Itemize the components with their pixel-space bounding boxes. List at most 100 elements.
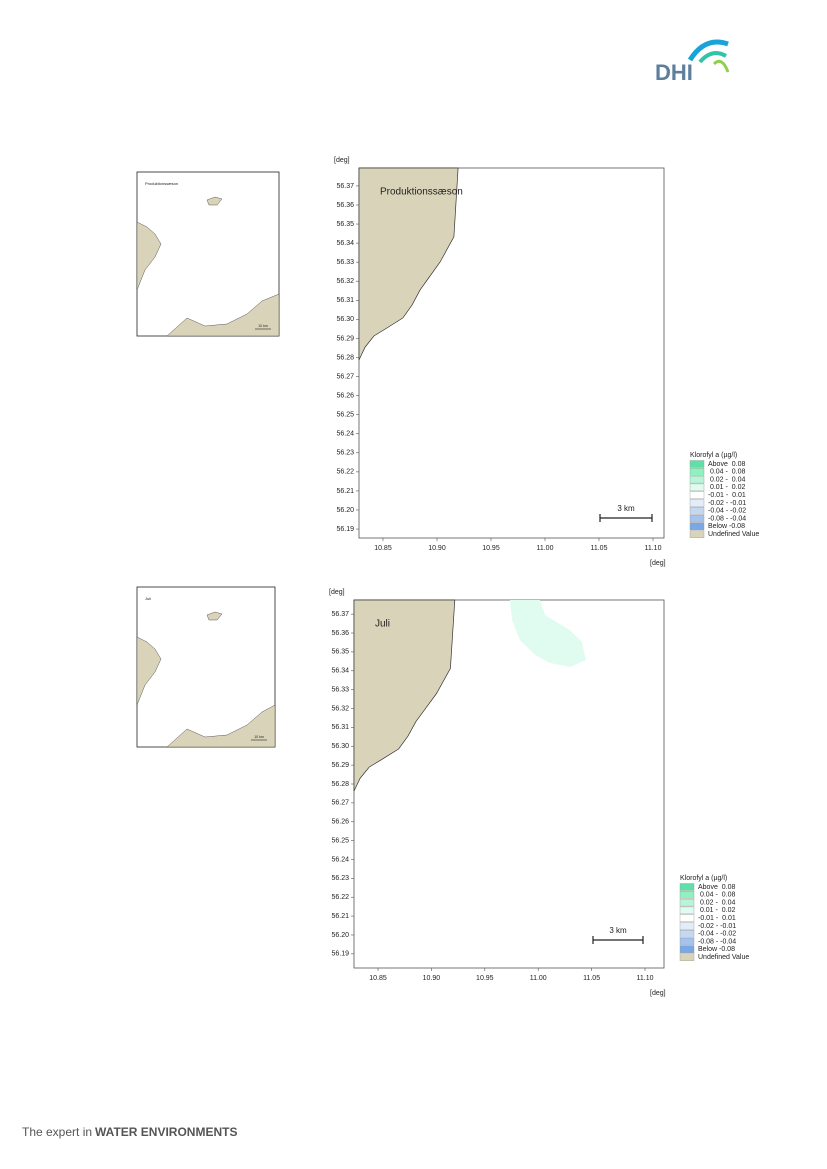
inset-land	[206, 196, 223, 206]
x-unit: [deg]	[650, 560, 666, 567]
legend-swatch	[679, 945, 695, 954]
y-tick-label: 56.36	[336, 202, 354, 209]
land	[353, 599, 456, 792]
legend-label: Below -0.08	[708, 523, 745, 530]
legend-swatch	[689, 468, 705, 476]
y-tick-label: 56.22	[331, 894, 349, 901]
y-tick-label: 56.35	[331, 649, 349, 656]
y-tick-label: 56.22	[336, 469, 354, 476]
x-tick-label: 10.85	[374, 545, 392, 552]
legend-label: 0.01 - 0.02	[708, 484, 745, 491]
map-title: Produktionssæson	[380, 187, 463, 198]
legend-label: -0.08 - -0.04	[698, 938, 736, 945]
inset-land	[166, 293, 280, 337]
logo-wave	[687, 39, 729, 62]
inset-land	[166, 704, 276, 748]
legend-title: Klorofyl a (µg/l)	[680, 875, 727, 882]
logo: DHI	[655, 39, 730, 85]
y-tick-label: 56.23	[336, 450, 354, 457]
legend-swatch	[689, 491, 705, 499]
y-tick-label: 56.36	[331, 630, 349, 637]
y-tick-label: 56.34	[331, 668, 349, 675]
legend-label: -0.02 - -0.01	[698, 923, 736, 930]
legend-label: -0.01 - 0.01	[698, 915, 736, 922]
inset-frame	[136, 586, 276, 748]
legend-swatch	[679, 953, 695, 961]
legend-swatch	[679, 906, 695, 915]
y-tick-label: 56.19	[336, 526, 354, 533]
y-tick-label: 56.35	[336, 221, 354, 228]
x-tick-label: 11.10	[636, 975, 653, 982]
x-tick-label: 11.10	[644, 545, 661, 552]
y-unit: [deg]	[329, 589, 345, 596]
inset-map: Juli 10 km	[136, 586, 276, 748]
y-tick-label: 56.31	[331, 724, 349, 731]
legend-swatch	[679, 914, 695, 922]
y-tick-label: 56.21	[336, 488, 354, 495]
y-tick-label: 56.26	[331, 819, 349, 826]
inset-map: Produktionssæson 10 km	[136, 171, 280, 337]
x-tick-label: 11.05	[590, 545, 607, 552]
legend-title: Klorofyl a (µg/l)	[690, 452, 737, 459]
chlorophyll-area	[509, 600, 586, 667]
inset-land	[136, 221, 162, 291]
legend-swatch	[679, 922, 695, 930]
legend-label: -0.01 - 0.01	[708, 492, 746, 499]
legend-swatch	[679, 930, 695, 938]
inset-land	[206, 611, 223, 621]
legend-label: Above 0.08	[698, 884, 735, 891]
y-tick-label: 56.20	[336, 507, 354, 514]
x-tick-label: 11.00	[536, 545, 553, 552]
footer-brand: WATER ENVIRONMENTS	[95, 1125, 237, 1139]
legend-label: Undefined Value	[698, 954, 749, 961]
y-tick-label: 56.29	[331, 762, 349, 769]
legend-label: Below -0.08	[698, 946, 735, 953]
x-tick-label: 11.05	[583, 975, 600, 982]
legend-swatch	[689, 507, 705, 515]
y-tick-label: 56.32	[336, 278, 354, 285]
y-tick-label: 56.23	[331, 875, 349, 882]
x-tick-label: 10.90	[423, 975, 441, 982]
y-tick-label: 56.28	[331, 781, 349, 788]
legend-label: -0.04 - -0.02	[708, 508, 746, 515]
y-tick-label: 56.27	[331, 800, 349, 807]
legend-swatch	[679, 891, 695, 899]
y-tick-label: 56.31	[336, 297, 354, 304]
legend-label: -0.04 - -0.02	[698, 931, 736, 938]
inset-scale-label: 10 km	[254, 735, 264, 739]
x-tick-label: 10.95	[476, 975, 494, 982]
legend-label: -0.08 - -0.04	[708, 515, 746, 522]
legend-swatch	[679, 883, 695, 891]
scale-label: 3 km	[609, 926, 627, 935]
inset-scale-label: 10 km	[258, 324, 268, 328]
y-tick-label: 56.28	[336, 354, 354, 361]
y-tick-label: 56.32	[331, 705, 349, 712]
x-tick-label: 10.95	[482, 545, 500, 552]
map-title: Juli	[375, 619, 390, 630]
y-tick-label: 56.20	[331, 932, 349, 939]
y-tick-label: 56.30	[331, 743, 349, 750]
legend-label: 0.01 - 0.02	[698, 907, 735, 914]
legend-label: Undefined Value	[708, 531, 759, 538]
y-tick-label: 56.24	[331, 856, 349, 863]
scale-bar	[599, 514, 653, 522]
y-tick-label: 56.19	[331, 951, 349, 958]
map: Juli [deg] [deg] 56.19 56.20 56.21 56.22 56.23 5…	[136, 586, 749, 997]
legend-swatch	[689, 514, 705, 523]
y-tick-label: 56.34	[336, 240, 354, 247]
y-tick-label: 56.33	[331, 686, 349, 693]
y-tick-label: 56.33	[336, 259, 354, 266]
legend-swatch	[689, 522, 705, 531]
legend-label: -0.02 - -0.01	[708, 500, 746, 507]
legend-swatch	[689, 530, 705, 538]
x-tick-label: 10.90	[428, 545, 446, 552]
y-tick-label: 56.37	[331, 611, 349, 618]
y-tick-label: 56.25	[331, 837, 349, 844]
y-tick-label: 56.30	[336, 316, 354, 323]
inset-land	[136, 636, 162, 706]
inset-title: Produktionssæson	[145, 181, 178, 186]
legend-label: 0.02 - 0.04	[698, 899, 735, 906]
land	[358, 167, 459, 361]
legend-swatch	[689, 460, 705, 468]
